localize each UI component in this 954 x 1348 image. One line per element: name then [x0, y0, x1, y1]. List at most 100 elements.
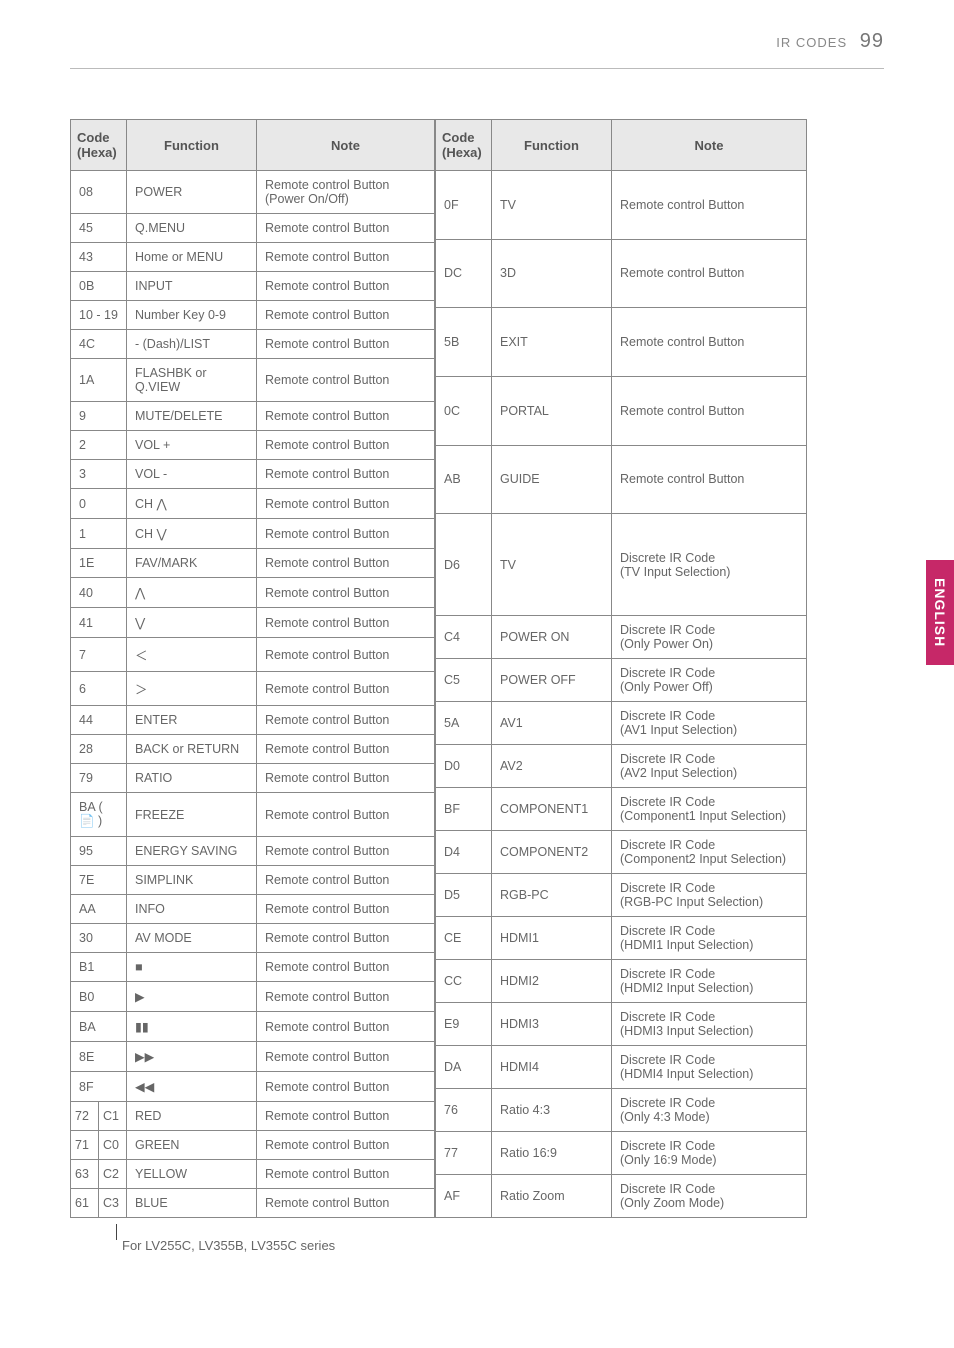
table-row: 43 Home or MENU Remote control Button — [71, 243, 435, 272]
cell-code: 30 — [71, 924, 127, 953]
cell-function: TV — [492, 171, 612, 240]
cell-function: Ratio 4:3 — [492, 1089, 612, 1132]
cell-code: 41 — [71, 608, 127, 638]
cell-function: ▶▶ — [127, 1042, 257, 1072]
cell-note: Remote control Button — [257, 953, 435, 982]
cell-note: Discrete IR Code(Component2 Input Select… — [612, 831, 807, 874]
cell-function: PORTAL — [492, 376, 612, 445]
cell-note: Remote control Button — [257, 793, 435, 837]
cell-function: GREEN — [127, 1131, 257, 1160]
cell-function: HDMI4 — [492, 1046, 612, 1089]
cell-note: Remote control Button — [257, 1189, 435, 1218]
cell-note: Remote control Button — [257, 866, 435, 895]
cell-note: Remote control Button — [612, 308, 807, 377]
cell-note: Remote control Button — [257, 578, 435, 608]
cell-function: POWER ON — [492, 616, 612, 659]
cell-note: Discrete IR Code(Only Power Off) — [612, 659, 807, 702]
cell-code: BA ( 📄 ) — [71, 793, 127, 837]
page-number: 99 — [860, 30, 884, 52]
cell-function: ▶ — [127, 982, 257, 1012]
cell-function: CH ⋀ — [127, 489, 257, 519]
cell-code: B1 — [71, 953, 127, 982]
cell-note: Discrete IR Code(RGB-PC Input Selection) — [612, 874, 807, 917]
cell-function: - (Dash)/LIST — [127, 330, 257, 359]
cell-note: Remote control Button (Power On/Off) — [257, 171, 435, 214]
cell-function: INPUT — [127, 272, 257, 301]
cell-note: Remote control Button — [257, 638, 435, 672]
table-row: 1A FLASHBK or Q.VIEW Remote control Butt… — [71, 359, 435, 402]
cell-function: HDMI1 — [492, 917, 612, 960]
cell-code: C4 — [436, 616, 492, 659]
cell-code: AA — [71, 895, 127, 924]
cell-note: Remote control Button — [257, 1102, 435, 1131]
cell-function: FREEZE — [127, 793, 257, 837]
cell-function: Number Key 0-9 — [127, 301, 257, 330]
tables-container: Code(Hexa) Function Note 08 POWER Remote… — [0, 69, 954, 1218]
cell-code: 7E — [71, 866, 127, 895]
cell-note: Remote control Button — [257, 519, 435, 549]
cell-code-a: 71 — [71, 1131, 99, 1160]
cell-note: Remote control Button — [257, 672, 435, 706]
cell-function: HDMI2 — [492, 960, 612, 1003]
cell-note: Discrete IR Code(HDMI1 Input Selection) — [612, 917, 807, 960]
cell-function: AV2 — [492, 745, 612, 788]
cell-note: Remote control Button — [257, 549, 435, 578]
cell-function: EXIT — [492, 308, 612, 377]
cell-function: FLASHBK or Q.VIEW — [127, 359, 257, 402]
cell-note: Remote control Button — [257, 330, 435, 359]
ir-codes-table-left: Code(Hexa) Function Note 08 POWER Remote… — [70, 119, 435, 1218]
cell-function: FAV/MARK — [127, 549, 257, 578]
table-row: B0 ▶ Remote control Button — [71, 982, 435, 1012]
cell-code: D5 — [436, 874, 492, 917]
cell-note: Remote control Button — [257, 837, 435, 866]
cell-code: 10 - 19 — [71, 301, 127, 330]
table-row: 7E SIMPLINK Remote control Button — [71, 866, 435, 895]
page-header: IR CODES 99 — [0, 0, 954, 68]
cell-code: 95 — [71, 837, 127, 866]
cell-function: 3D — [492, 239, 612, 308]
cell-code: C5 — [436, 659, 492, 702]
cell-code: BA — [71, 1012, 127, 1042]
col-note: Note — [612, 120, 807, 171]
cell-function: MUTE/DELETE — [127, 402, 257, 431]
table-row: 7 ＜ Remote control Button — [71, 638, 435, 672]
cell-function: ＜ — [127, 638, 257, 672]
table-row: 10 - 19 Number Key 0-9 Remote control Bu… — [71, 301, 435, 330]
cell-code: 0B — [71, 272, 127, 301]
cell-function: ＞ — [127, 672, 257, 706]
cell-note: Remote control Button — [257, 214, 435, 243]
cell-note: Discrete IR Code(Only Power On) — [612, 616, 807, 659]
cell-code-b: C3 — [99, 1189, 127, 1218]
cell-code: 4C — [71, 330, 127, 359]
table-row: 41 ⋁ Remote control Button — [71, 608, 435, 638]
cell-code: BF — [436, 788, 492, 831]
cell-note: Discrete IR Code(HDMI3 Input Selection) — [612, 1003, 807, 1046]
cell-function: AV1 — [492, 702, 612, 745]
cell-code: CE — [436, 917, 492, 960]
cell-code: 5A — [436, 702, 492, 745]
cell-code: AF — [436, 1175, 492, 1218]
cell-function: ◀◀ — [127, 1072, 257, 1102]
table-row: 0C PORTAL Remote control Button — [436, 376, 807, 445]
cell-note: Remote control Button — [257, 735, 435, 764]
cell-code: 08 — [71, 171, 127, 214]
col-code: Code(Hexa) — [71, 120, 127, 171]
cell-note: Remote control Button — [257, 431, 435, 460]
cell-note: Remote control Button — [257, 359, 435, 402]
cell-note: Remote control Button — [257, 1072, 435, 1102]
cell-function: TV — [492, 514, 612, 616]
cell-code: 1A — [71, 359, 127, 402]
table-row: 61 C3 BLUE Remote control Button — [71, 1189, 435, 1218]
section-title: IR CODES — [776, 35, 847, 50]
table-row: 30 AV MODE Remote control Button — [71, 924, 435, 953]
table-row: 44 ENTER Remote control Button — [71, 706, 435, 735]
cell-code: 1 — [71, 519, 127, 549]
cell-code-b: C2 — [99, 1160, 127, 1189]
cell-function: Q.MENU — [127, 214, 257, 243]
cell-code: DC — [436, 239, 492, 308]
table-row: 0 CH ⋀ Remote control Button — [71, 489, 435, 519]
ir-codes-table-right: Code(Hexa) Function Note 0F TV Remote co… — [435, 119, 807, 1218]
cell-function: ⋀ — [127, 578, 257, 608]
cell-note: Remote control Button — [257, 1012, 435, 1042]
cell-note: Remote control Button — [612, 171, 807, 240]
